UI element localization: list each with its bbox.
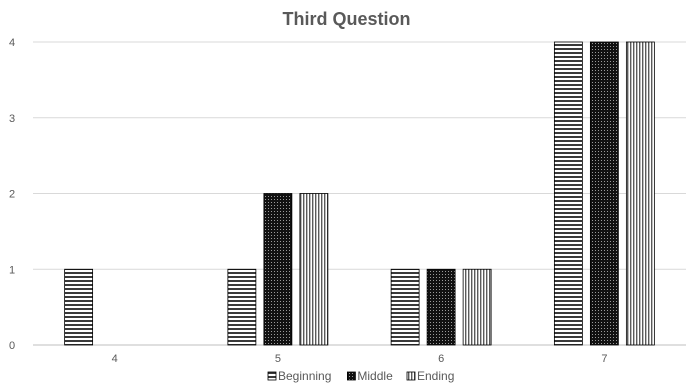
bar-ending-7 [625, 41, 655, 346]
legend-label-beginning: Beginning [278, 369, 331, 383]
bar-middle-5 [263, 193, 293, 346]
y-tick-label: 3 [9, 113, 15, 125]
bar-beginning-4 [64, 268, 94, 346]
bar-ending-6 [462, 268, 492, 346]
x-tick-label: 5 [275, 353, 281, 365]
x-tick-label: 7 [601, 353, 607, 365]
bar-beginning-6 [390, 268, 420, 346]
legend-swatch-middle [346, 371, 356, 381]
y-tick-label: 2 [9, 189, 15, 201]
bar-ending-5 [299, 193, 329, 346]
legend-swatch-ending [406, 371, 416, 381]
bar-middle-6 [426, 268, 456, 346]
y-tick-label: 0 [9, 340, 15, 352]
x-tick-label: 6 [438, 353, 444, 365]
legend-label-ending: Ending [417, 369, 454, 383]
bar-beginning-7 [553, 41, 583, 346]
y-tick-label: 1 [9, 264, 15, 276]
bar-middle-7 [589, 41, 619, 346]
bar-beginning-5 [227, 268, 257, 346]
legend-swatch-beginning [267, 371, 277, 381]
x-tick-label: 4 [112, 353, 118, 365]
chart-title: Third Question [282, 9, 411, 29]
legend-label-middle: Middle [357, 369, 393, 383]
y-tick-label: 4 [9, 37, 15, 49]
